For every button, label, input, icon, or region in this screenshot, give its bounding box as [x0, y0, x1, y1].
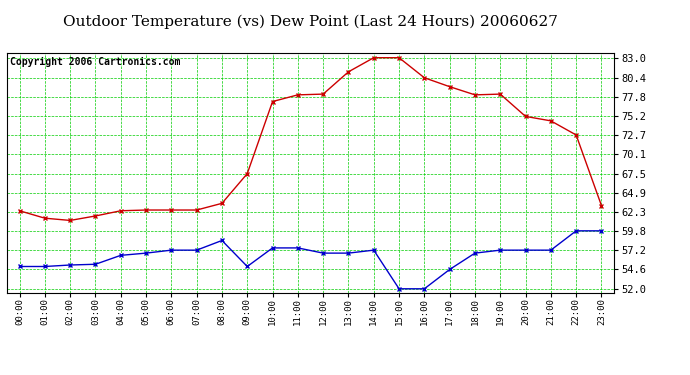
Text: Outdoor Temperature (vs) Dew Point (Last 24 Hours) 20060627: Outdoor Temperature (vs) Dew Point (Last… — [63, 15, 558, 29]
Text: Copyright 2006 Cartronics.com: Copyright 2006 Cartronics.com — [10, 57, 180, 68]
